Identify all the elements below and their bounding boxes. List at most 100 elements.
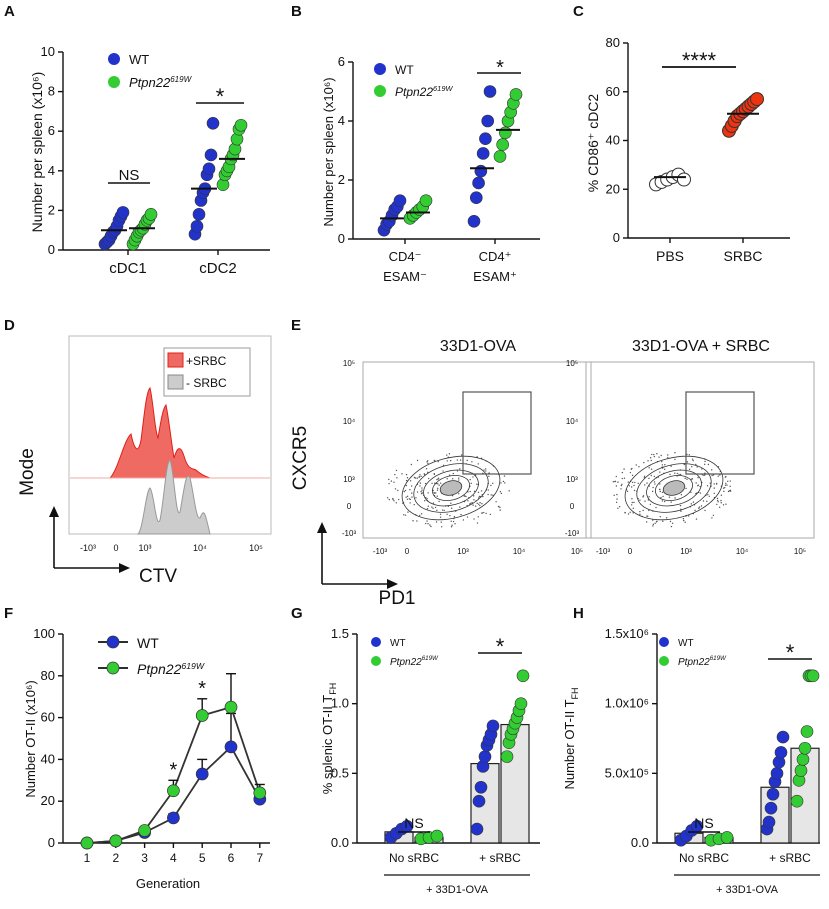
panel-e-event-dot: [464, 495, 466, 497]
panel-a-legend-ptpn-superscript: 619W: [170, 75, 192, 84]
panel-a-data-point: [206, 116, 220, 130]
panel-g-x-label: No sRBC: [389, 851, 439, 865]
panel-d-legend-plus: +SRBC: [186, 354, 227, 368]
panel-e-event-dot: [694, 509, 696, 512]
panel-e-event-dot: [471, 501, 473, 504]
panel-e-event-dot: [424, 500, 426, 502]
panel-e-event-dot: [719, 474, 721, 476]
panel-e-event-dot: [626, 490, 629, 493]
panel-e-event-dot: [473, 518, 475, 520]
panel-h-y-label-subscript: FH: [570, 687, 580, 699]
panel-e-event-dot: [472, 495, 475, 497]
panel-e-event-dot: [473, 490, 476, 493]
panel-e-event-dot: [684, 521, 686, 523]
panel-e-event-dot: [480, 490, 483, 492]
panel-f-x-tick-label: 1: [84, 851, 91, 865]
panel-a-y-tick-label: 2: [48, 202, 55, 217]
panel-e-event-dot: [495, 501, 497, 503]
panel-e-event-dot: [436, 509, 438, 512]
panel-g-sig-label: *: [496, 634, 505, 659]
panel-d-x-arrow-head: [119, 563, 130, 573]
panel-a-ns-label: NS: [119, 167, 140, 184]
panel-e-event-dot: [717, 475, 719, 477]
panel-h-legend-wt: WT: [678, 638, 694, 649]
panel-e-contour: [431, 475, 471, 501]
panel-e-event-dot: [659, 515, 661, 518]
panel-e-event-dot: [481, 512, 483, 514]
panel-letter-h: H: [573, 605, 584, 622]
panel-e-event-dot: [406, 498, 409, 500]
panel-e-event-dot: [453, 516, 456, 518]
panel-e-contour: [662, 480, 686, 496]
panel-e-event-dot: [449, 459, 452, 462]
panel-letter-d: D: [4, 317, 15, 334]
panel-e-event-dot: [405, 484, 408, 487]
panel-e-event-dot: [667, 454, 669, 456]
panel-e-event-dot: [432, 502, 435, 504]
panel-e-event-dot: [419, 474, 421, 476]
panel-e-event-dot: [624, 512, 626, 514]
panel-e-event-dot: [727, 480, 729, 483]
panel-e-event-dot: [650, 468, 653, 470]
panel-b-x-label-line2: ESAM⁺: [473, 269, 517, 284]
panel-f-data-point: [224, 700, 238, 714]
panel-e-event-dot: [627, 481, 629, 483]
panel-d-histogram-plus-srbc: [108, 387, 211, 479]
panel-h-y-tick-label: 1.0x10⁶: [605, 696, 649, 711]
panel-f-legend-ptpn: Ptpn22619W: [137, 661, 205, 677]
panel-e-event-dot: [724, 486, 726, 489]
panel-e-event-dot: [395, 469, 398, 472]
panel-e-event-dot: [440, 482, 442, 484]
panel-e-event-dot: [650, 474, 652, 477]
panel-e-event-dot: [397, 489, 399, 492]
panel-f-data-point: [167, 784, 180, 798]
panel-e-event-dot: [490, 484, 492, 487]
panel-h-data-point: [776, 730, 790, 744]
panel-e-event-dot: [488, 475, 490, 478]
panel-f-y-tick-label: 60: [41, 710, 55, 725]
panel-e-event-dot: [452, 472, 455, 475]
panel-e-event-dot: [649, 503, 652, 506]
panel-e-event-dot: [431, 506, 433, 508]
panel-e-event-dot: [645, 521, 648, 523]
panel-f-x-tick-label: 7: [256, 851, 263, 865]
panel-e-event-dot: [651, 453, 653, 456]
panel-e-event-dot: [432, 507, 434, 510]
panel-d-x-label: CTV: [139, 566, 177, 587]
panel-e-event-dot: [648, 496, 650, 498]
panel-e-event-dot: [388, 498, 390, 501]
panel-e-gate: [685, 391, 755, 475]
panel-f-y-tick-label: 80: [41, 668, 55, 683]
panel-e-event-dot: [699, 485, 701, 488]
panel-e-event-dot: [648, 467, 650, 469]
panel-e-event-dot: [690, 491, 692, 494]
panel-e-y-arrow-head: [317, 522, 327, 533]
panel-e-contour: [624, 455, 724, 521]
panel-g-group-bracket-label: + 33D1-OVA: [426, 884, 489, 896]
panel-e-event-dot: [462, 519, 465, 521]
panel-h-data-point: [766, 787, 780, 801]
panel-e-event-dot: [476, 502, 478, 505]
panel-e-event-dot: [674, 458, 676, 461]
panel-e-event-dot: [695, 482, 697, 484]
panel-e-event-dot: [388, 482, 390, 485]
panel-e-event-dot: [659, 471, 661, 473]
panel-e-event-dot: [720, 502, 722, 504]
panel-g-y-tick-label: 0.5: [331, 765, 349, 780]
panel-a-y-tick-label: 10: [41, 44, 55, 59]
panel-e-event-dot: [503, 475, 506, 477]
panel-e-event-dot: [394, 488, 397, 490]
panel-d-x-tick-label: -10³: [80, 543, 96, 553]
panel-e-event-dot: [434, 506, 437, 509]
panel-f-sig-label: *: [170, 759, 178, 781]
panel-e-event-dot: [441, 509, 444, 511]
panel-a-y-tick-label: 0: [48, 242, 55, 257]
panel-e-event-dot: [483, 511, 485, 514]
panel-h-legend-marker-wt: [659, 637, 669, 647]
panel-c-y-tick-label: 40: [606, 133, 620, 148]
panel-e-event-dot: [415, 497, 417, 499]
panel-b-y-tick-label: 0: [338, 231, 345, 246]
panel-e-event-dot: [685, 487, 687, 490]
panel-e-event-dot: [460, 454, 463, 456]
panel-e-event-dot: [409, 480, 412, 482]
